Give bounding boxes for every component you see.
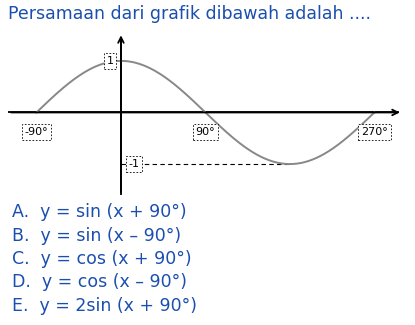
- Text: B.  y = sin (x – 90°): B. y = sin (x – 90°): [12, 227, 182, 244]
- Text: D.  y = cos (x – 90°): D. y = cos (x – 90°): [12, 273, 188, 291]
- Text: Persamaan dari grafik dibawah adalah ....: Persamaan dari grafik dibawah adalah ...…: [8, 5, 371, 23]
- Text: -1: -1: [129, 159, 139, 169]
- Text: C.  y = cos (x + 90°): C. y = cos (x + 90°): [12, 250, 192, 268]
- Text: 270°: 270°: [361, 127, 388, 137]
- Text: E.  y = 2sin (x + 90°): E. y = 2sin (x + 90°): [12, 297, 198, 315]
- Text: 90°: 90°: [195, 127, 215, 137]
- Text: -90°: -90°: [24, 127, 48, 137]
- Text: 1: 1: [106, 56, 113, 66]
- Text: A.  y = sin (x + 90°): A. y = sin (x + 90°): [12, 203, 187, 221]
